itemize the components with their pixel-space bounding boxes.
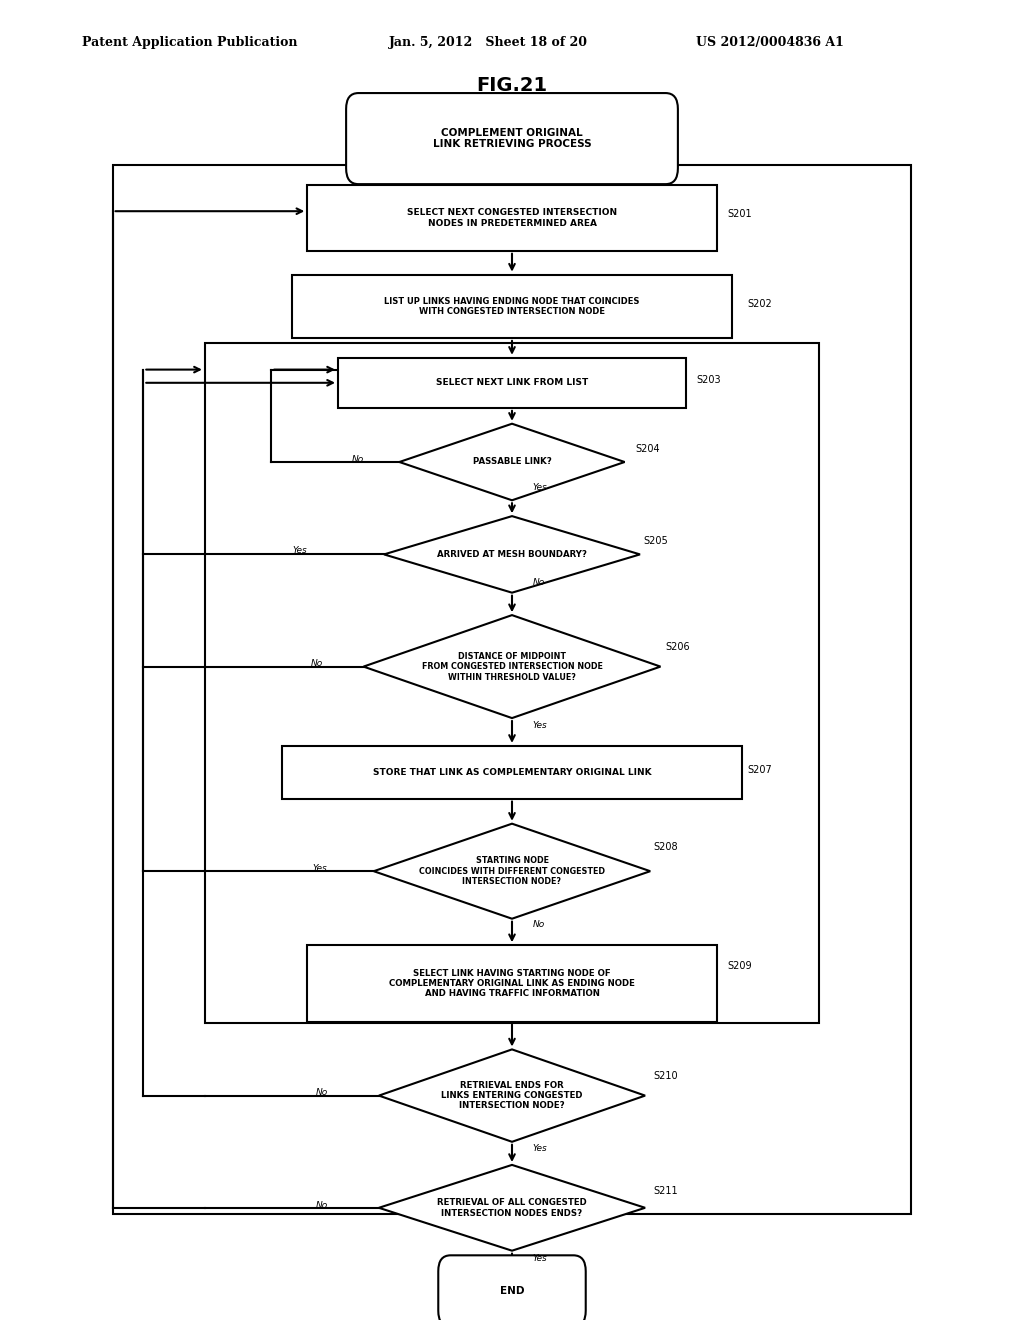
Text: RETRIEVAL ENDS FOR
LINKS ENTERING CONGESTED
INTERSECTION NODE?: RETRIEVAL ENDS FOR LINKS ENTERING CONGES… [441, 1081, 583, 1110]
FancyBboxPatch shape [292, 275, 732, 338]
FancyBboxPatch shape [438, 1255, 586, 1320]
Text: S203: S203 [696, 375, 721, 385]
Text: No: No [532, 920, 545, 929]
Text: STARTING NODE
COINCIDES WITH DIFFERENT CONGESTED
INTERSECTION NODE?: STARTING NODE COINCIDES WITH DIFFERENT C… [419, 857, 605, 886]
Bar [205, 343, 819, 1023]
Polygon shape [384, 516, 640, 593]
Polygon shape [374, 824, 650, 919]
Text: S211: S211 [653, 1185, 678, 1196]
Text: ARRIVED AT MESH BOUNDARY?: ARRIVED AT MESH BOUNDARY? [437, 550, 587, 558]
Text: Yes: Yes [532, 483, 547, 492]
Text: S209: S209 [727, 961, 752, 972]
Text: S202: S202 [748, 298, 772, 309]
Text: SELECT LINK HAVING STARTING NODE OF
COMPLEMENTARY ORIGINAL LINK AS ENDING NODE
A: SELECT LINK HAVING STARTING NODE OF COMP… [389, 969, 635, 998]
Bar [113, 165, 911, 1214]
FancyBboxPatch shape [282, 746, 742, 799]
Polygon shape [379, 1164, 645, 1251]
FancyBboxPatch shape [307, 945, 717, 1022]
Text: END: END [500, 1286, 524, 1296]
Text: S206: S206 [666, 642, 690, 652]
Text: S205: S205 [643, 536, 668, 546]
Text: S201: S201 [727, 209, 752, 219]
Text: Jan. 5, 2012   Sheet 18 of 20: Jan. 5, 2012 Sheet 18 of 20 [389, 36, 588, 49]
Text: No: No [351, 455, 364, 463]
FancyBboxPatch shape [307, 185, 717, 251]
FancyBboxPatch shape [338, 358, 686, 408]
Polygon shape [364, 615, 660, 718]
Text: No: No [532, 578, 545, 587]
Text: Yes: Yes [532, 1254, 547, 1263]
Text: No: No [310, 660, 323, 668]
Text: COMPLEMENT ORIGINAL
LINK RETRIEVING PROCESS: COMPLEMENT ORIGINAL LINK RETRIEVING PROC… [433, 128, 591, 149]
Text: Yes: Yes [532, 721, 547, 730]
Polygon shape [379, 1049, 645, 1142]
Text: S204: S204 [635, 444, 659, 454]
Text: SELECT NEXT CONGESTED INTERSECTION
NODES IN PREDETERMINED AREA: SELECT NEXT CONGESTED INTERSECTION NODES… [407, 209, 617, 227]
Text: PASSABLE LINK?: PASSABLE LINK? [473, 458, 551, 466]
Text: US 2012/0004836 A1: US 2012/0004836 A1 [696, 36, 844, 49]
Text: SELECT NEXT LINK FROM LIST: SELECT NEXT LINK FROM LIST [436, 379, 588, 387]
FancyBboxPatch shape [346, 92, 678, 183]
Text: S207: S207 [748, 764, 772, 775]
Text: RETRIEVAL OF ALL CONGESTED
INTERSECTION NODES ENDS?: RETRIEVAL OF ALL CONGESTED INTERSECTION … [437, 1199, 587, 1217]
Text: DISTANCE OF MIDPOINT
FROM CONGESTED INTERSECTION NODE
WITHIN THRESHOLD VALUE?: DISTANCE OF MIDPOINT FROM CONGESTED INTE… [422, 652, 602, 681]
Text: Yes: Yes [313, 865, 328, 873]
Polygon shape [399, 424, 625, 500]
Text: Patent Application Publication: Patent Application Publication [82, 36, 297, 49]
Text: Yes: Yes [293, 546, 307, 554]
Text: S208: S208 [653, 842, 678, 853]
Text: LIST UP LINKS HAVING ENDING NODE THAT COINCIDES
WITH CONGESTED INTERSECTION NODE: LIST UP LINKS HAVING ENDING NODE THAT CO… [384, 297, 640, 315]
Text: STORE THAT LINK AS COMPLEMENTARY ORIGINAL LINK: STORE THAT LINK AS COMPLEMENTARY ORIGINA… [373, 768, 651, 776]
Text: No: No [315, 1089, 328, 1097]
Text: Yes: Yes [532, 1144, 547, 1154]
Text: No: No [315, 1201, 328, 1209]
Text: S210: S210 [653, 1071, 678, 1081]
Text: FIG.21: FIG.21 [476, 77, 548, 95]
